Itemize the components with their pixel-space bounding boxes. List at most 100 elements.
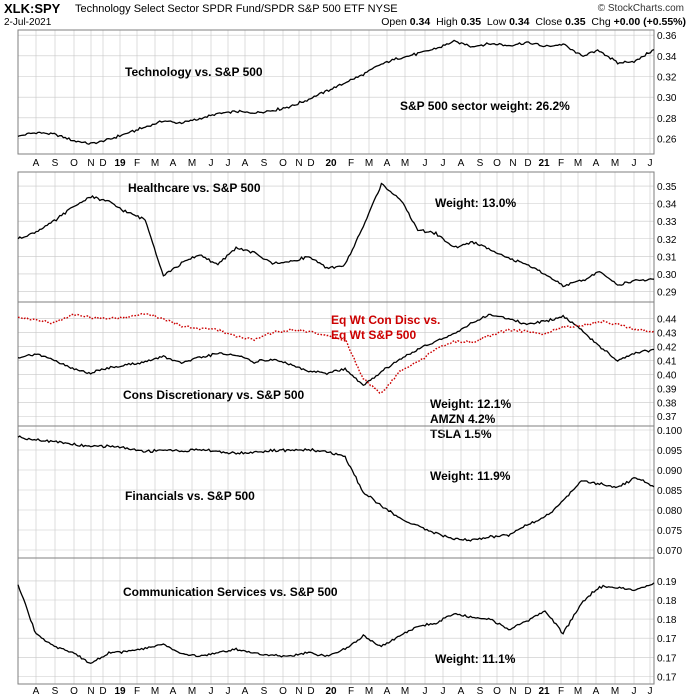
x-tick-label: A xyxy=(384,158,391,169)
x-tick-label: D xyxy=(99,158,106,169)
panel-title: Healthcare vs. S&P 500 xyxy=(128,181,261,195)
y-tick-label: 0.30 xyxy=(657,270,677,281)
x-tick-label: D xyxy=(99,686,106,697)
series-line xyxy=(17,313,655,387)
x-tick-label: J xyxy=(209,158,214,169)
y-tick-label: 0.30 xyxy=(657,93,677,104)
x-tick-label: M xyxy=(574,158,582,169)
x-tick-label: 20 xyxy=(325,158,337,169)
panel-annotation: Weight: 12.1% xyxy=(430,397,511,411)
y-tick-label: 0.18 xyxy=(657,615,677,626)
chart-header: XLK:SPY Technology Select Sector SPDR Fu… xyxy=(0,0,700,30)
series-line xyxy=(17,39,655,145)
x-tick-label: S xyxy=(52,158,59,169)
close-value: 0.35 xyxy=(565,16,586,28)
low-label: Low xyxy=(486,16,507,28)
exchange-label: NYSE xyxy=(367,3,398,15)
y-tick-label: 0.40 xyxy=(657,370,677,381)
y-tick-label: 0.17 xyxy=(657,653,677,664)
x-tick-label: M xyxy=(365,158,373,169)
panel-annotation: AMZN 4.2% xyxy=(430,412,496,426)
ohlc-readout: Open 0.34 High 0.35 Low 0.34 Close 0.35 … xyxy=(381,16,686,28)
x-tick-label: N xyxy=(87,686,94,697)
x-tick-label: A xyxy=(593,686,600,697)
x-tick-label: N xyxy=(295,686,302,697)
x-tick-label: N xyxy=(509,686,516,697)
x-tick-label: J xyxy=(423,686,428,697)
x-tick-label: J xyxy=(648,686,653,697)
x-tick-label: F xyxy=(134,686,140,697)
x-tick-label: D xyxy=(307,686,314,697)
x-tick-label: M xyxy=(611,158,619,169)
x-tick-label: M xyxy=(151,158,159,169)
x-tick-label: F xyxy=(558,686,564,697)
panel-title: Communication Services vs. S&P 500 xyxy=(123,585,338,599)
y-tick-label: 0.41 xyxy=(657,357,677,368)
x-tick-label: F xyxy=(348,158,354,169)
x-tick-label: J xyxy=(423,158,428,169)
y-tick-label: 0.42 xyxy=(657,343,677,354)
y-tick-label: 0.090 xyxy=(657,466,682,477)
overlay-series-line xyxy=(17,312,655,394)
y-tick-label: 0.17 xyxy=(657,634,677,645)
y-tick-label: 0.34 xyxy=(657,52,677,63)
x-tick-label: O xyxy=(493,686,501,697)
x-tick-label: A xyxy=(593,158,600,169)
y-tick-label: 0.38 xyxy=(657,398,677,409)
y-tick-label: 0.100 xyxy=(657,426,682,437)
x-tick-label: J xyxy=(226,686,231,697)
y-tick-label: 0.070 xyxy=(657,546,682,557)
y-tick-label: 0.43 xyxy=(657,329,677,340)
low-value: 0.34 xyxy=(509,16,530,28)
x-tick-label: M xyxy=(188,686,196,697)
y-tick-label: 0.085 xyxy=(657,486,682,497)
y-tick-label: 0.33 xyxy=(657,217,677,228)
panel-frame xyxy=(17,557,655,685)
panel-annotation: Eq Wt Con Disc vs. xyxy=(331,313,440,327)
high-value: 0.35 xyxy=(460,16,482,28)
x-tick-label: S xyxy=(261,686,268,697)
x-tick-label: M xyxy=(365,686,373,697)
x-tick-label: D xyxy=(524,686,531,697)
y-tick-label: 0.35 xyxy=(657,182,677,193)
open-value: 0.34 xyxy=(409,16,431,28)
x-tick-label: M xyxy=(401,158,409,169)
panel-annotation: Weight: 13.0% xyxy=(435,196,516,210)
open-label: Open xyxy=(381,16,407,28)
x-tick-label: O xyxy=(279,158,287,169)
panel-title: Financials vs. S&P 500 xyxy=(125,489,255,503)
x-tick-label: F xyxy=(558,158,564,169)
series-line xyxy=(17,582,655,664)
series-line xyxy=(17,435,655,542)
x-tick-label: A xyxy=(33,686,40,697)
date-label: 2-Jul-2021 xyxy=(4,17,52,28)
x-tick-label: S xyxy=(477,686,484,697)
x-tick-label: 19 xyxy=(114,686,126,697)
x-tick-label: J xyxy=(632,158,637,169)
x-tick-label: 19 xyxy=(114,158,126,169)
y-tick-label: 0.32 xyxy=(657,73,677,84)
x-tick-label: J xyxy=(226,158,231,169)
x-tick-label: O xyxy=(70,158,78,169)
panel-annotation: Weight: 11.1% xyxy=(435,652,516,666)
x-tick-label: M xyxy=(574,686,582,697)
x-tick-label: N xyxy=(295,158,302,169)
panel-annotation: Weight: 11.9% xyxy=(430,469,511,483)
x-tick-label: J xyxy=(441,686,446,697)
x-tick-label: N xyxy=(509,158,516,169)
y-tick-label: 0.36 xyxy=(657,31,677,42)
x-tick-label: A xyxy=(458,158,465,169)
series-line xyxy=(17,182,655,288)
x-tick-label: A xyxy=(458,686,465,697)
x-tick-label: O xyxy=(279,686,287,697)
x-tick-label: 20 xyxy=(325,686,337,697)
x-tick-label: D xyxy=(307,158,314,169)
x-tick-label: J xyxy=(441,158,446,169)
chg-label: Chg xyxy=(591,16,611,28)
y-tick-label: 0.37 xyxy=(657,412,677,423)
x-tick-label: A xyxy=(170,158,177,169)
y-tick-label: 0.44 xyxy=(657,315,677,326)
y-tick-label: 0.080 xyxy=(657,506,682,517)
high-label: High xyxy=(436,16,458,28)
panel-title: Technology vs. S&P 500 xyxy=(125,65,263,79)
